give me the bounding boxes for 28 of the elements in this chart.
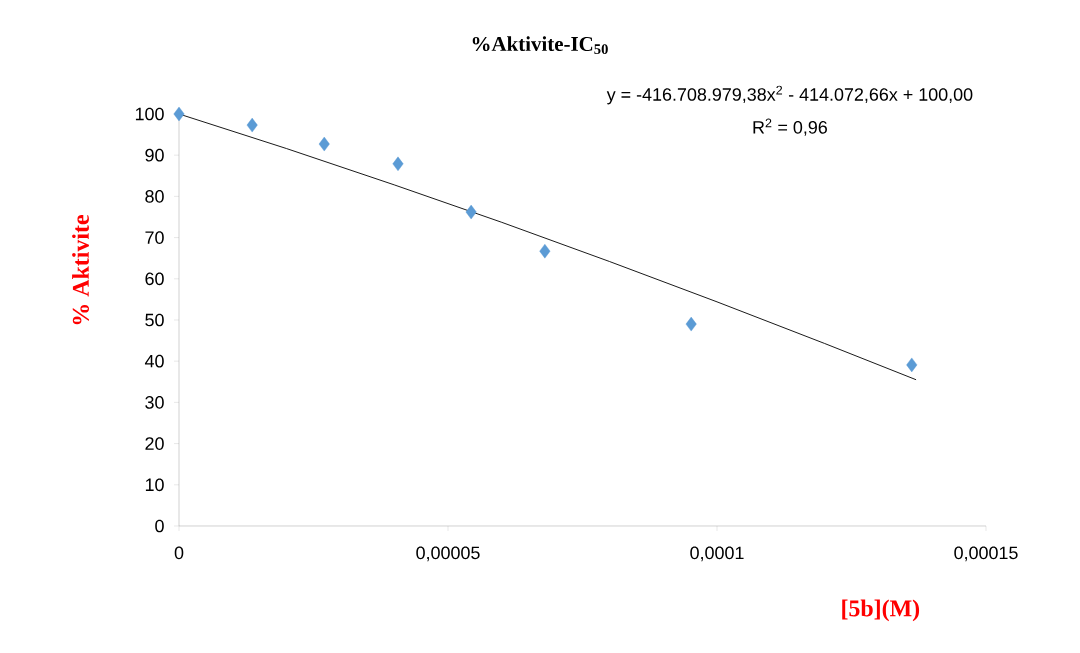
point bbox=[173, 106, 185, 122]
x-tick-label: 0,00005 bbox=[416, 546, 480, 562]
y-tick-label: 50 bbox=[145, 313, 164, 327]
y-tick-label: 100 bbox=[135, 107, 164, 121]
y-tick-label: 90 bbox=[145, 148, 164, 162]
y-tick-label: 0 bbox=[155, 519, 164, 533]
y-tick-label: 30 bbox=[145, 396, 164, 409]
x-tick-label: 0,00015 bbox=[954, 546, 1018, 562]
point bbox=[392, 156, 404, 172]
point bbox=[539, 243, 551, 259]
y-tick-label: 60 bbox=[145, 272, 164, 286]
y-tick-label: 20 bbox=[145, 437, 164, 450]
text: y = -416.708.979,38x$^{2}$ - 414.072,66x + 100,00 bbox=[606, 85, 973, 105]
point bbox=[906, 357, 918, 373]
y-tick-label: 70 bbox=[145, 231, 164, 244]
y-tick-label: 80 bbox=[145, 190, 164, 203]
point bbox=[465, 204, 477, 220]
y-tick-label: 10 bbox=[145, 478, 164, 492]
x-tick-label: 0,0001 bbox=[690, 546, 744, 562]
point bbox=[685, 316, 697, 332]
point bbox=[246, 117, 258, 133]
point bbox=[318, 136, 330, 152]
chart-title: %Aktivite-IC$_{50}$ bbox=[472, 36, 608, 55]
x-tick-label: 0 bbox=[174, 546, 184, 560]
y-axis-title: % Aktivite bbox=[72, 215, 90, 325]
y-tick-label: 40 bbox=[144, 354, 164, 368]
annotation: R$^{2}$ = 0,96 bbox=[753, 118, 827, 136]
x-axis-title: [5b](M) bbox=[842, 599, 920, 622]
